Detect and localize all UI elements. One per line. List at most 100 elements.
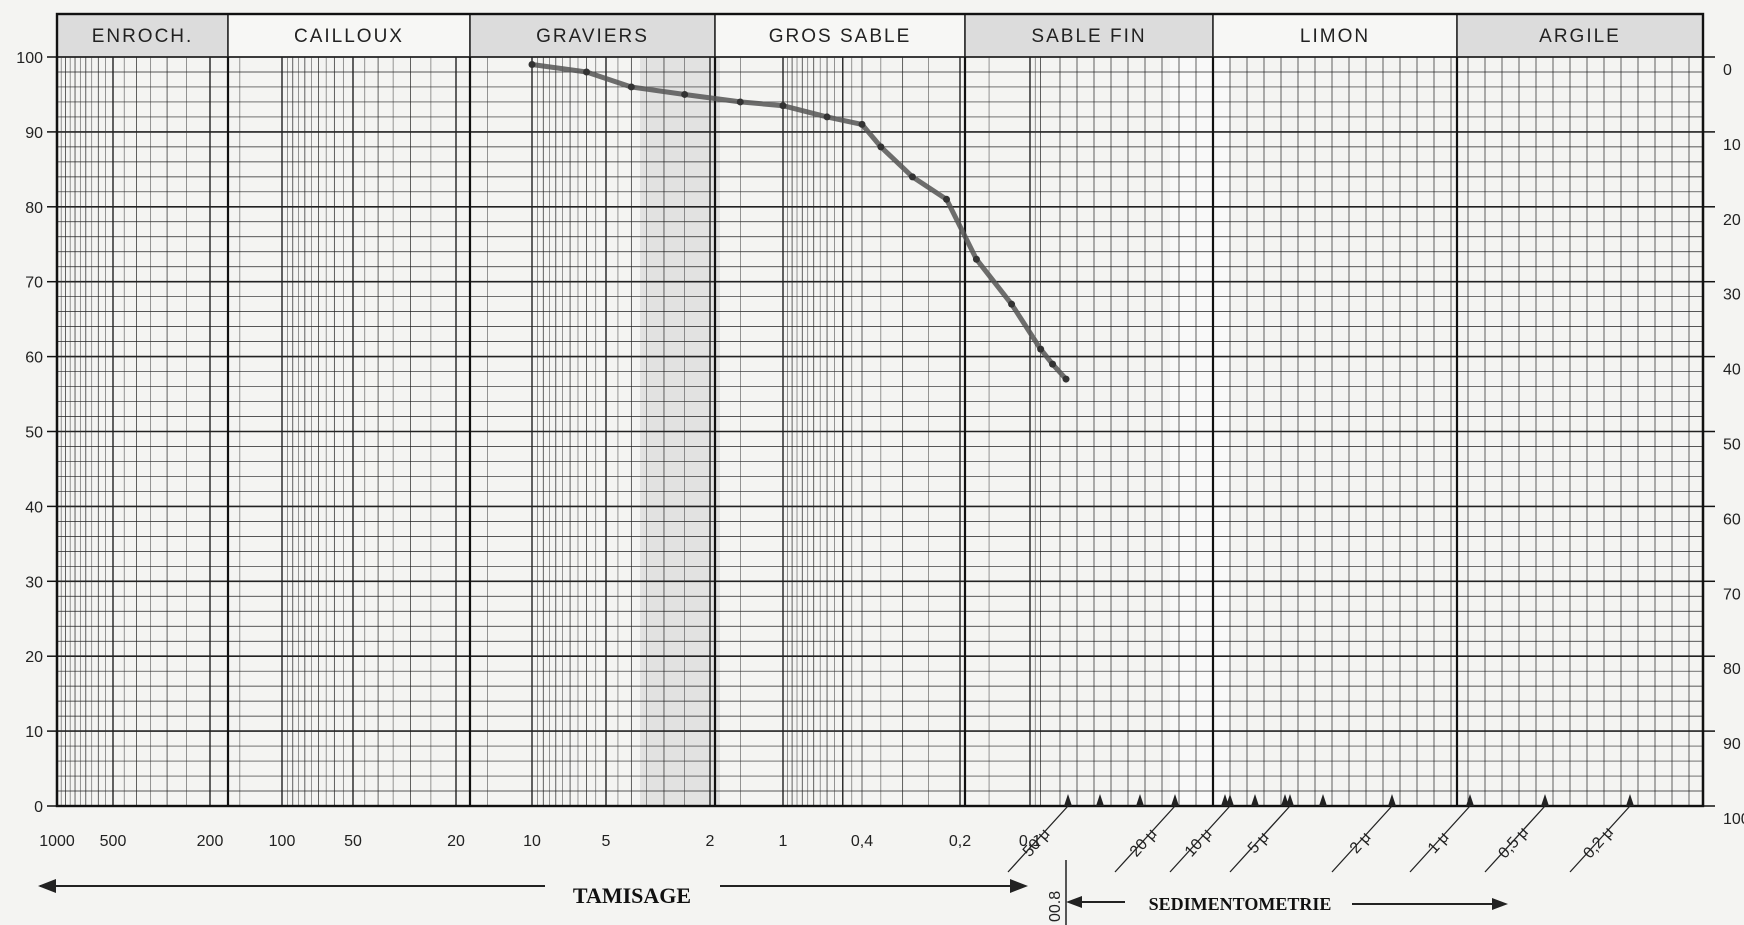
sedim-slant-line [1007,805,1069,873]
left-tick-label: 20 [25,649,43,666]
right-tick-label: 50 [1723,437,1741,454]
sedim-marker [1064,794,1072,806]
left-tick-label: 90 [25,125,43,142]
x-tick-label: 10 [523,833,541,850]
x-tick-label: 0,1 [1019,833,1041,850]
sedim-arrowhead-left [1066,896,1082,908]
zone-header-cell [227,13,471,58]
curve-point [908,173,916,181]
zone-label: GROS SABLE [769,26,912,47]
zone-header-cell [1212,13,1458,58]
left-tick-label: 40 [25,499,43,516]
right-tick-label: 0 [1723,62,1732,79]
x-tick-label: 0,2 [949,833,971,850]
curve-point [858,120,866,128]
zone-label: ARGILE [1539,26,1621,47]
left-tick-label: 80 [25,200,43,217]
tamisage-arrowhead-left [38,879,56,893]
right-tick-label: 30 [1723,287,1741,304]
bottom-method-labels: TAMISAGE SEDIMENTOMETRIE 00.8 [38,860,1508,925]
sedim-marker [1388,794,1396,806]
sedim-arrowhead-right [1492,898,1508,910]
sedim-marker [1626,794,1634,806]
right-tick-label: 80 [1723,661,1741,678]
zone-label: CAILLOUX [294,26,404,47]
zone-header-cell [1456,13,1704,58]
sedim-marker [1541,794,1549,806]
zone-label: GRAVIERS [536,26,649,47]
x-tick-label: 1 [779,833,788,850]
sedim-slant-line [1114,805,1176,873]
zone-label: LIMON [1300,26,1370,47]
sedim-marker [1171,794,1179,806]
sedim-marker [1221,794,1229,806]
sedim-marker [1466,794,1474,806]
right-tick-label: 100 [1723,811,1744,828]
x-tick-label: 50 [344,833,362,850]
left-tick-label: 70 [25,275,43,292]
x-tick-label: 100 [269,833,296,850]
grading-curve [528,60,1070,383]
left-tick-label: 60 [25,350,43,367]
x-tick-label: 2 [706,833,715,850]
sedim-marker [1096,794,1104,806]
right-tick-label: 70 [1723,586,1741,603]
bottom-axis-tamisage: 1000 500 200 100 50 20 10 5 2 1 0,4 0,2 0,1 [39,833,1041,850]
sedimentometrie-label: SEDIMENTOMETRIE [1149,894,1332,914]
curve-point [681,90,689,98]
curve-point [627,83,635,91]
right-tick-label: 10 [1723,137,1741,154]
sedim-marker [1251,794,1259,806]
plot-frame [55,12,1705,808]
sedim-marker [1281,794,1289,806]
curve-point [1008,300,1016,308]
x-tick-label: 1000 [39,833,75,850]
curve-point [528,60,536,68]
right-tick-label: 20 [1723,212,1741,229]
right-tick-label: 60 [1723,511,1741,528]
sedim-slant-line [1569,805,1631,873]
left-tick-label: 30 [25,574,43,591]
curve-point [736,98,744,106]
x-tick-label: 200 [197,833,224,850]
x-tick-label: 20 [447,833,465,850]
left-tick-label: 100 [16,50,43,67]
tamisage-arrowhead-right [1010,879,1028,893]
left-tick-label: 10 [25,724,43,741]
curve-point [779,102,787,110]
curve-line [529,62,1069,382]
curve-point [1037,345,1045,353]
sedim-slant-line [1169,805,1231,873]
curve-point [1049,360,1057,368]
x-tick-label: 5 [602,833,611,850]
right-tick-label: 90 [1723,736,1741,753]
sedim-slant-line [1409,805,1471,873]
curve-point [583,68,591,76]
left-tick-label: 0 [34,799,43,816]
zone-label: SABLE FIN [1031,26,1146,47]
x-tick-label: 500 [100,833,127,850]
tamisage-label: TAMISAGE [573,883,691,908]
zone-label: ENROCH. [92,26,194,47]
outer-frame [55,12,1705,808]
curve-point [943,195,951,203]
sedim-slant-line [1484,805,1546,873]
curve-point [823,113,831,121]
curve-point [877,143,885,151]
extra-vertical-label: 00.8 [1047,891,1064,922]
chart-grid [55,56,1705,807]
curve-point [1062,375,1070,383]
curve-point [972,255,980,263]
sedim-marker [1136,794,1144,806]
sedim-slant-line [1331,805,1393,873]
right-tick-label: 40 [1723,362,1741,379]
left-tick-label: 50 [25,425,43,442]
sedim-slant-line [1229,805,1291,873]
x-tick-label: 0,4 [851,833,873,850]
right-axis: 0 10 20 30 40 50 60 70 80 90 100 [1703,56,1744,828]
sedim-marker [1319,794,1327,806]
